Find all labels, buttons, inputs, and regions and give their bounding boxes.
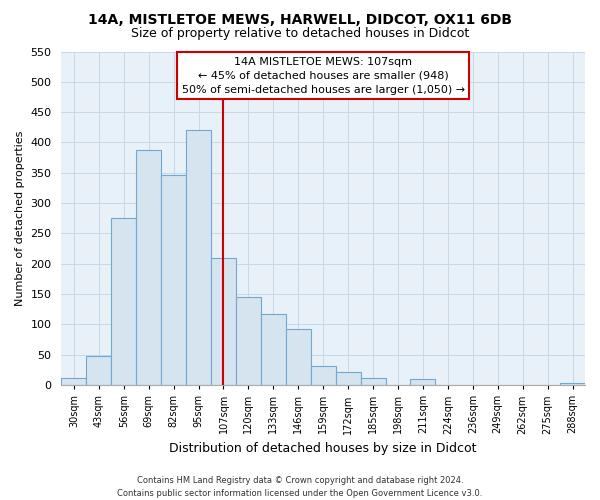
Bar <box>86 356 111 385</box>
Bar <box>286 330 311 385</box>
Text: Size of property relative to detached houses in Didcot: Size of property relative to detached ho… <box>131 28 469 40</box>
Bar <box>136 150 161 385</box>
Y-axis label: Number of detached properties: Number of detached properties <box>15 130 25 306</box>
Bar <box>410 379 436 385</box>
Bar <box>186 130 211 385</box>
Bar <box>361 378 386 385</box>
Bar <box>311 366 335 385</box>
Bar <box>161 174 186 385</box>
Bar <box>61 378 86 385</box>
Bar <box>111 218 136 385</box>
Text: 14A MISTLETOE MEWS: 107sqm
← 45% of detached houses are smaller (948)
50% of sem: 14A MISTLETOE MEWS: 107sqm ← 45% of deta… <box>182 56 465 94</box>
Bar <box>211 258 236 385</box>
Text: Contains HM Land Registry data © Crown copyright and database right 2024.
Contai: Contains HM Land Registry data © Crown c… <box>118 476 482 498</box>
Text: 14A, MISTLETOE MEWS, HARWELL, DIDCOT, OX11 6DB: 14A, MISTLETOE MEWS, HARWELL, DIDCOT, OX… <box>88 12 512 26</box>
X-axis label: Distribution of detached houses by size in Didcot: Distribution of detached houses by size … <box>169 442 477 455</box>
Bar <box>560 384 585 385</box>
Bar <box>335 372 361 385</box>
Bar <box>236 297 261 385</box>
Bar <box>261 314 286 385</box>
